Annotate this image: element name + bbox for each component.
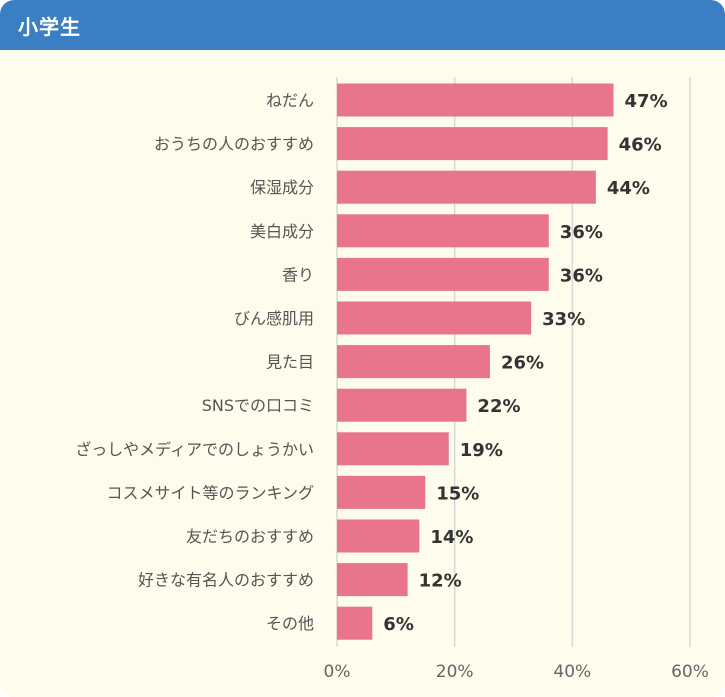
bar — [337, 214, 549, 248]
x-tick-label: 0% — [324, 662, 351, 682]
value-label: 12% — [419, 571, 462, 592]
bar — [337, 475, 426, 509]
bar — [337, 345, 490, 379]
bar — [337, 432, 449, 466]
chart-title: 小学生 — [18, 15, 81, 39]
category-label: 香り — [282, 265, 314, 284]
value-label: 6% — [383, 614, 414, 635]
value-label: 22% — [477, 396, 520, 417]
value-label: 14% — [430, 527, 473, 548]
bar — [337, 563, 408, 597]
bar — [337, 606, 373, 640]
bar — [337, 519, 420, 553]
bar — [337, 388, 467, 422]
value-label: 46% — [619, 135, 662, 156]
value-label: 15% — [436, 483, 479, 504]
bar — [337, 127, 608, 161]
category-label: おうちの人のおすすめ — [154, 135, 314, 154]
category-label: コスメサイト等のランキング — [106, 483, 314, 502]
category-label: 好きな有名人のおすすめ — [138, 571, 314, 590]
category-label: SNSでの口コミ — [202, 396, 314, 415]
value-label: 47% — [625, 91, 668, 112]
x-tick-label: 20% — [436, 662, 474, 682]
category-label: 友だちのおすすめ — [186, 527, 314, 546]
labels: 0% 20% 40% 60% ねだん 47% おうちの人のおすすめ 46% 保湿成分 44% 美白成… — [75, 91, 709, 682]
category-label: 保湿成分 — [250, 178, 314, 197]
chart-header: 小学生 — [0, 0, 725, 50]
x-tick-label: 60% — [671, 662, 709, 682]
bar — [337, 301, 532, 335]
value-label: 19% — [460, 440, 503, 461]
value-label: 36% — [560, 265, 603, 286]
category-label: ざっしやメディアでのしょうかい — [75, 440, 314, 459]
category-label: ねだん — [266, 91, 314, 110]
bar — [337, 170, 596, 204]
category-label: その他 — [266, 614, 314, 633]
value-label: 36% — [560, 222, 603, 243]
bar — [337, 257, 549, 291]
category-label: 美白成分 — [250, 222, 314, 241]
value-label: 33% — [542, 309, 585, 330]
category-label: びん感肌用 — [234, 309, 314, 328]
value-label: 44% — [607, 178, 650, 199]
bar-chart: 0% 20% 40% 60% ねだん 47% おうちの人のおすすめ 46% 保湿成分 44% 美白成… — [0, 50, 725, 697]
bars — [337, 83, 614, 640]
x-tick-label: 40% — [553, 662, 591, 682]
value-label: 26% — [501, 353, 544, 374]
chart-svg: 0% 20% 40% 60% ねだん 47% おうちの人のおすすめ 46% 保湿成分 44% 美白成… — [75, 77, 709, 682]
category-label: 見た目 — [266, 353, 314, 372]
bar — [337, 83, 614, 117]
